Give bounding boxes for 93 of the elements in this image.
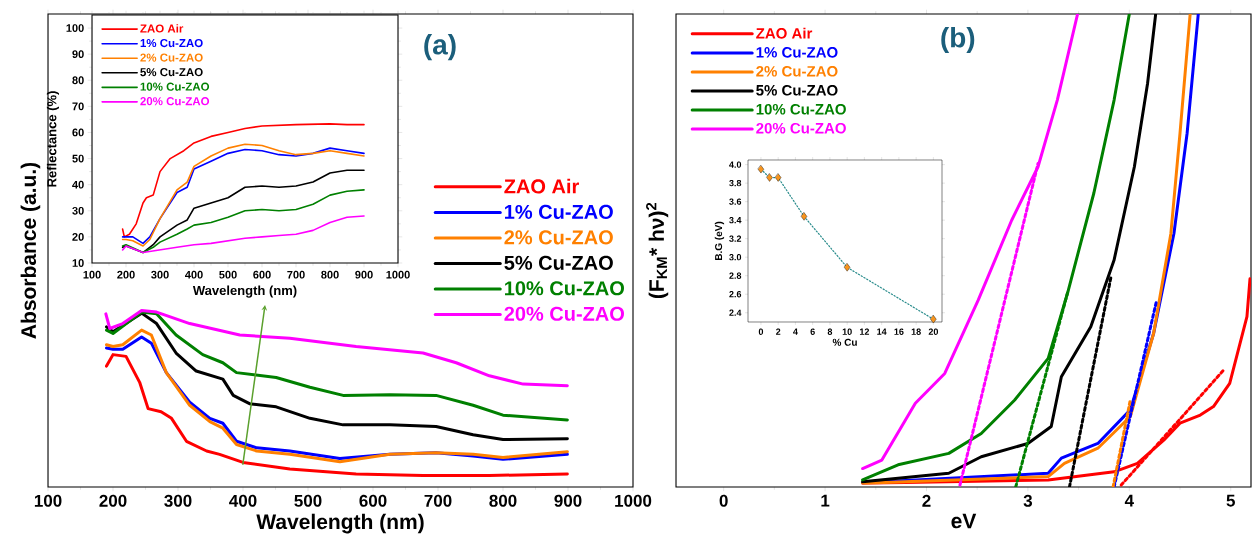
- legend-label: 2% Cu-ZAO: [140, 53, 203, 62]
- x-axis-title: % Cu: [832, 338, 857, 346]
- x-tick-label: 500: [294, 494, 322, 507]
- legend-label: 1% Cu-ZAO: [505, 204, 613, 219]
- y-tick-label: 40: [72, 180, 84, 189]
- y-axis-title: Reflectance (%): [46, 91, 59, 187]
- x-tick-label: 100: [83, 270, 101, 279]
- x-tick-label: 10: [842, 328, 852, 335]
- x-tick-label: 20: [928, 328, 939, 335]
- legend-label: 10% Cu-ZAO: [756, 103, 846, 115]
- x-tick-label: 18: [911, 328, 921, 335]
- x-tick-label: 600: [253, 270, 271, 279]
- y-tick-label: 3.8: [729, 179, 742, 187]
- x-tick-label: 8: [827, 328, 833, 335]
- y-tick-label: 2.8: [729, 272, 742, 279]
- y-tick-label: 60: [72, 128, 84, 137]
- x-tick-label: 400: [185, 270, 203, 279]
- line-series: [121, 169, 365, 254]
- y-axis-title: (F$_{KM}$* hν)$^{2}$: [646, 202, 669, 299]
- annotation: (b): [941, 26, 975, 54]
- y-tick-label: 3.4: [729, 216, 742, 224]
- x-tick-label: 1000: [386, 270, 410, 279]
- point: [766, 173, 773, 182]
- x-tick-label: 2: [775, 328, 781, 335]
- legend-label: 10% Cu-ZAO: [505, 281, 624, 296]
- legend-label: 10% Cu-ZAO: [140, 82, 210, 91]
- x-axis-title: Wavelength (nm): [192, 285, 297, 298]
- x-tick-label: 16: [894, 328, 904, 335]
- y-tick-label: 20: [72, 233, 84, 241]
- x-axis-title: eV: [951, 513, 977, 529]
- y-tick-label: 2.6: [729, 291, 742, 298]
- legend-label: 1% Cu-ZAO: [756, 47, 838, 58]
- x-tick-label: 200: [117, 270, 135, 279]
- text: (a): [424, 34, 456, 61]
- point: [844, 263, 851, 272]
- legend-label: 20% Cu-ZAO: [140, 97, 210, 106]
- y-tick-label: 3.2: [729, 235, 742, 242]
- legend-label: 2% Cu-ZAO: [756, 65, 838, 77]
- legend-label: ZAO Air: [140, 24, 184, 33]
- legend-label: ZAO Air: [504, 178, 579, 194]
- x-tick-label: 12: [859, 328, 870, 335]
- legend-label: 20% Cu-ZAO: [756, 122, 846, 134]
- legend-label: 2% Cu-ZAO: [504, 230, 613, 245]
- y-tick-label: 80: [72, 76, 84, 85]
- legend-label: 5% Cu-ZAO: [140, 68, 203, 77]
- point: [775, 173, 782, 182]
- x-tick-label: 300: [151, 270, 169, 279]
- y-tick-label: 90: [72, 50, 84, 59]
- y-tick-label: 10: [72, 259, 84, 267]
- line-series: [121, 189, 365, 254]
- legend-label: 5% Cu-ZAO: [756, 84, 838, 96]
- x-tick-label: 600: [359, 494, 387, 507]
- legend-label: 5% Cu-ZAO: [504, 255, 613, 270]
- y-tick-label: 3.6: [729, 198, 742, 205]
- legend-label: 20% Cu-ZAO: [504, 306, 624, 321]
- x-tick-label: 6: [810, 328, 815, 335]
- point: [757, 165, 765, 174]
- y-tick-label: 4.0: [729, 161, 742, 168]
- y-tick-label: 3.0: [729, 253, 742, 261]
- x-axis-title: Wavelength (nm): [256, 513, 424, 534]
- line-series: [121, 123, 365, 238]
- x-tick-label: 800: [321, 270, 339, 279]
- x-tick-label: 3: [1023, 494, 1033, 507]
- x-tick-label: 700: [287, 270, 305, 279]
- x-tick-label: 500: [219, 270, 237, 279]
- x-tick-label: 700: [424, 494, 452, 507]
- x-tick-label: 14: [877, 328, 887, 335]
- x-tick-label: 200: [99, 494, 127, 507]
- x-tick-label: 4: [1124, 494, 1134, 507]
- y-tick-label: 50: [72, 154, 84, 163]
- x-tick-label: 900: [554, 494, 582, 507]
- x-tick-label: 400: [229, 494, 257, 507]
- point: [800, 212, 808, 221]
- x-tick-label: 300: [164, 494, 192, 507]
- legend-label: ZAO Air: [756, 27, 813, 39]
- y-axis-title: B.G (eV): [714, 221, 725, 261]
- y-tick-label: 2.4: [729, 309, 742, 316]
- y-axis-title: Absorbance (a.u.): [20, 162, 41, 339]
- y-tick-label: 30: [72, 206, 84, 215]
- legend-label: 1% Cu-ZAO: [140, 38, 203, 48]
- x-tick-label: 5: [1226, 494, 1235, 507]
- x-tick-label: 0: [758, 328, 764, 335]
- y-tick-label: 70: [72, 102, 84, 111]
- x-tick-label: 800: [489, 494, 517, 507]
- x-tick-label: 0: [719, 494, 728, 507]
- x-tick-label: 100: [34, 494, 62, 507]
- y-tick-label: 100: [66, 24, 84, 32]
- x-tick-label: 2: [922, 494, 931, 507]
- x-tick-label: 4: [793, 328, 798, 335]
- x-tick-label: 900: [355, 270, 373, 279]
- x-tick-label: 1000: [615, 494, 652, 507]
- point: [930, 315, 937, 324]
- x-tick-label: 1: [821, 494, 830, 507]
